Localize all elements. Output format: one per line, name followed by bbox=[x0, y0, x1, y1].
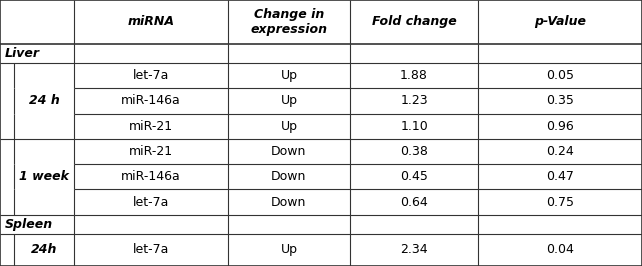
Text: 0.04: 0.04 bbox=[546, 243, 574, 256]
Text: 0.05: 0.05 bbox=[546, 69, 574, 82]
Text: 0.24: 0.24 bbox=[546, 145, 574, 158]
Text: Up: Up bbox=[281, 120, 297, 133]
Text: 0.96: 0.96 bbox=[546, 120, 574, 133]
Text: Down: Down bbox=[271, 170, 307, 183]
Text: Up: Up bbox=[281, 243, 297, 256]
Text: miR-146a: miR-146a bbox=[121, 94, 181, 107]
Text: Down: Down bbox=[271, 196, 307, 209]
Text: 0.45: 0.45 bbox=[400, 170, 428, 183]
Text: 24 h: 24 h bbox=[29, 94, 59, 107]
Text: Up: Up bbox=[281, 69, 297, 82]
Text: Spleen: Spleen bbox=[5, 218, 53, 231]
Text: Liver: Liver bbox=[5, 47, 40, 60]
Text: Change in
expression: Change in expression bbox=[250, 8, 327, 36]
Text: let-7a: let-7a bbox=[133, 69, 169, 82]
Text: 0.35: 0.35 bbox=[546, 94, 574, 107]
Text: Up: Up bbox=[281, 94, 297, 107]
Text: Fold change: Fold change bbox=[372, 15, 456, 28]
Text: let-7a: let-7a bbox=[133, 243, 169, 256]
Text: miR-146a: miR-146a bbox=[121, 170, 181, 183]
Text: 1.23: 1.23 bbox=[400, 94, 428, 107]
Text: 1.10: 1.10 bbox=[400, 120, 428, 133]
Text: 0.47: 0.47 bbox=[546, 170, 574, 183]
Text: let-7a: let-7a bbox=[133, 196, 169, 209]
Text: Down: Down bbox=[271, 145, 307, 158]
Text: miR-21: miR-21 bbox=[129, 120, 173, 133]
Text: 2.34: 2.34 bbox=[400, 243, 428, 256]
Text: p-Value: p-Value bbox=[534, 15, 586, 28]
Text: 0.38: 0.38 bbox=[400, 145, 428, 158]
Text: miRNA: miRNA bbox=[127, 15, 175, 28]
Text: 0.75: 0.75 bbox=[546, 196, 574, 209]
Text: miR-21: miR-21 bbox=[129, 145, 173, 158]
Text: 24h: 24h bbox=[31, 243, 57, 256]
Text: 1.88: 1.88 bbox=[400, 69, 428, 82]
Text: 1 week: 1 week bbox=[19, 170, 69, 183]
Text: 0.64: 0.64 bbox=[400, 196, 428, 209]
